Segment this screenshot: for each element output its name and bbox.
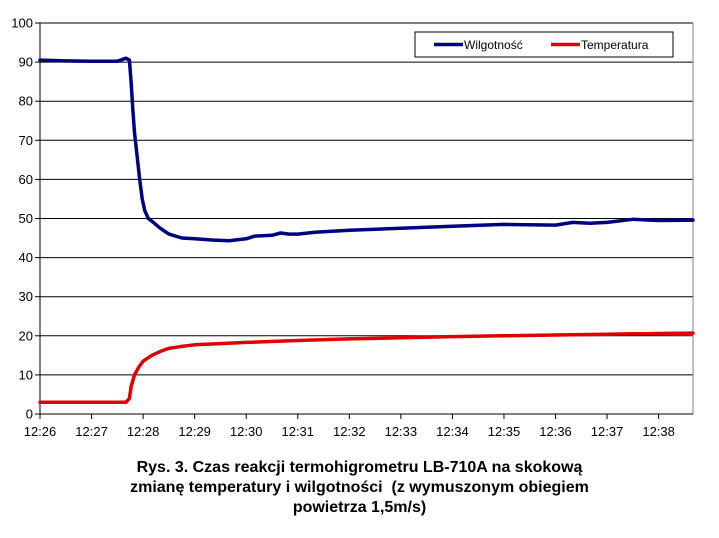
series-lines	[38, 56, 695, 405]
x-tick-label-12-31: 12:31	[281, 424, 314, 439]
x-tick-label-12-37: 12:37	[591, 424, 624, 439]
series-line-1	[38, 331, 695, 405]
legend-label-temperatura: Temperatura	[581, 38, 649, 52]
y-tick-labels: 0 10 20 30 40 50 60 70 80 90 100	[11, 16, 33, 422]
x-tick-label-12-36: 12:36	[539, 424, 572, 439]
y-tick-label-10: 10	[19, 367, 33, 382]
x-tick-label-12-30: 12:30	[230, 424, 263, 439]
x-tick-label-12-33: 12:33	[385, 424, 418, 439]
x-tick-label-12-38: 12:38	[642, 424, 675, 439]
x-tick-label-12-29: 12:29	[178, 424, 211, 439]
series-line-0	[38, 56, 695, 243]
y-tick-label-90: 90	[19, 55, 33, 70]
y-tick-label-50: 50	[19, 211, 33, 226]
y-tick-label-20: 20	[19, 328, 33, 343]
legend-label-wilgotnosc: Wilgotność	[464, 38, 523, 52]
caption-line-2: zmianę temperatury i wilgotności (z wymu…	[130, 479, 589, 496]
y-tick-label-0: 0	[26, 407, 33, 422]
y-tick-label-100: 100	[11, 16, 33, 31]
axes	[35, 22, 694, 419]
y-tick-label-80: 80	[19, 94, 33, 109]
figure-caption: Rys. 3. Czas reakcji termohigrometru LB-…	[0, 458, 719, 518]
y-tick-label-70: 70	[19, 133, 33, 148]
x-tick-label-12-32: 12:32	[333, 424, 366, 439]
caption-line-1: Rys. 3. Czas reakcji termohigrometru LB-…	[136, 459, 583, 476]
legend: Wilgotność Temperatura	[414, 31, 674, 58]
y-tick-label-60: 60	[19, 172, 33, 187]
grid-lines	[40, 22, 693, 376]
x-tick-label-12-28: 12:28	[127, 424, 160, 439]
x-tick-label-12-35: 12:35	[488, 424, 521, 439]
caption-line-3: powietrza 1,5m/s)	[292, 499, 427, 516]
x-tick-labels: 12:26 12:27 12:28 12:29 12:30 12:31 12:32 12:33…	[24, 424, 675, 439]
x-tick-label-12-27: 12:27	[75, 424, 108, 439]
y-tick-label-40: 40	[19, 250, 33, 265]
x-tick-label-12-34: 12:34	[436, 424, 469, 439]
y-tick-label-30: 30	[19, 289, 33, 304]
x-tick-label-12-26: 12:26	[24, 424, 57, 439]
